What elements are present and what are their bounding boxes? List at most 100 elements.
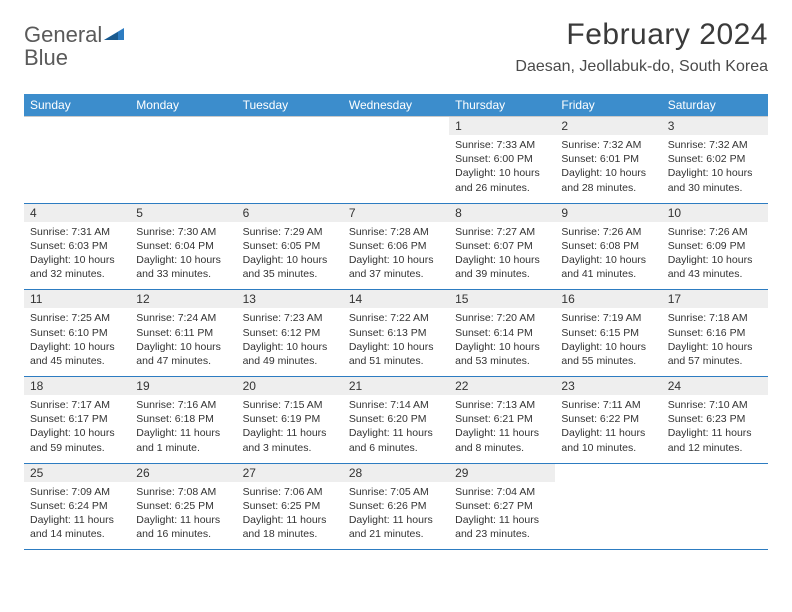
day-number-cell: 5 xyxy=(130,203,236,222)
day-header-row: Sunday Monday Tuesday Wednesday Thursday… xyxy=(24,94,768,117)
day-number-cell: 4 xyxy=(24,203,130,222)
day-number-cell: 26 xyxy=(130,463,236,482)
daynum-row: 18192021222324 xyxy=(24,377,768,396)
day-header: Saturday xyxy=(662,94,768,117)
sunrise-text: Sunrise: 7:16 AM xyxy=(136,398,230,412)
day-content-cell: Sunrise: 7:15 AMSunset: 6:19 PMDaylight:… xyxy=(237,395,343,463)
sunrise-text: Sunrise: 7:10 AM xyxy=(668,398,762,412)
sunset-text: Sunset: 6:27 PM xyxy=(455,499,549,513)
brand-triangle-icon xyxy=(104,24,124,45)
day-content-cell: Sunrise: 7:22 AMSunset: 6:13 PMDaylight:… xyxy=(343,308,449,376)
day-number-cell: 25 xyxy=(24,463,130,482)
sunrise-text: Sunrise: 7:33 AM xyxy=(455,138,549,152)
sunrise-text: Sunrise: 7:14 AM xyxy=(349,398,443,412)
daylight-text: Daylight: 11 hours and 12 minutes. xyxy=(668,426,762,454)
day-number-cell: 14 xyxy=(343,290,449,309)
sunset-text: Sunset: 6:25 PM xyxy=(136,499,230,513)
day-content-cell: Sunrise: 7:25 AMSunset: 6:10 PMDaylight:… xyxy=(24,308,130,376)
sunset-text: Sunset: 6:08 PM xyxy=(561,239,655,253)
daylight-text: Daylight: 10 hours and 39 minutes. xyxy=(455,253,549,281)
sunset-text: Sunset: 6:24 PM xyxy=(30,499,124,513)
sunset-text: Sunset: 6:16 PM xyxy=(668,326,762,340)
month-title: February 2024 xyxy=(515,18,768,52)
sunrise-text: Sunrise: 7:13 AM xyxy=(455,398,549,412)
sunset-text: Sunset: 6:04 PM xyxy=(136,239,230,253)
sunset-text: Sunset: 6:11 PM xyxy=(136,326,230,340)
daylight-text: Daylight: 11 hours and 6 minutes. xyxy=(349,426,443,454)
daylight-text: Daylight: 10 hours and 43 minutes. xyxy=(668,253,762,281)
day-number-cell: 28 xyxy=(343,463,449,482)
daylight-text: Daylight: 10 hours and 26 minutes. xyxy=(455,166,549,194)
day-content-row: Sunrise: 7:17 AMSunset: 6:17 PMDaylight:… xyxy=(24,395,768,463)
sunrise-text: Sunrise: 7:25 AM xyxy=(30,311,124,325)
day-number-cell: 22 xyxy=(449,377,555,396)
day-content-cell: Sunrise: 7:10 AMSunset: 6:23 PMDaylight:… xyxy=(662,395,768,463)
day-header: Sunday xyxy=(24,94,130,117)
day-header: Tuesday xyxy=(237,94,343,117)
sunrise-text: Sunrise: 7:31 AM xyxy=(30,225,124,239)
day-content-cell xyxy=(662,482,768,550)
sunrise-text: Sunrise: 7:32 AM xyxy=(668,138,762,152)
sunset-text: Sunset: 6:05 PM xyxy=(243,239,337,253)
brand-name-part2: Blue xyxy=(24,45,68,70)
day-content-cell: Sunrise: 7:13 AMSunset: 6:21 PMDaylight:… xyxy=(449,395,555,463)
day-content-cell: Sunrise: 7:08 AMSunset: 6:25 PMDaylight:… xyxy=(130,482,236,550)
title-block: February 2024 Daesan, Jeollabuk-do, Sout… xyxy=(515,18,768,76)
day-number-cell: 24 xyxy=(662,377,768,396)
week-separator xyxy=(24,549,768,550)
daynum-row: 45678910 xyxy=(24,203,768,222)
sunrise-text: Sunrise: 7:18 AM xyxy=(668,311,762,325)
sunrise-text: Sunrise: 7:30 AM xyxy=(136,225,230,239)
daylight-text: Daylight: 11 hours and 8 minutes. xyxy=(455,426,549,454)
day-header: Thursday xyxy=(449,94,555,117)
day-content-cell: Sunrise: 7:27 AMSunset: 6:07 PMDaylight:… xyxy=(449,222,555,290)
daylight-text: Daylight: 11 hours and 10 minutes. xyxy=(561,426,655,454)
day-content-row: Sunrise: 7:25 AMSunset: 6:10 PM Daylight:… xyxy=(24,308,768,376)
day-number-cell: 20 xyxy=(237,377,343,396)
day-content-cell: Sunrise: 7:24 AMSunset: 6:11 PMDaylight:… xyxy=(130,308,236,376)
daylight-text: Daylight: 11 hours and 23 minutes. xyxy=(455,513,549,541)
day-content-cell xyxy=(555,482,661,550)
sunrise-text: Sunrise: 7:11 AM xyxy=(561,398,655,412)
sunrise-text: Sunrise: 7:19 AM xyxy=(561,311,655,325)
daylight-text: Daylight: 10 hours and 59 minutes. xyxy=(30,426,124,454)
day-content-cell: Sunrise: 7:04 AMSunset: 6:27 PMDaylight:… xyxy=(449,482,555,550)
day-content-cell: Sunrise: 7:09 AMSunset: 6:24 PMDaylight:… xyxy=(24,482,130,550)
day-content-cell: Sunrise: 7:32 AMSunset: 6:01 PMDaylight:… xyxy=(555,135,661,203)
sunset-text: Sunset: 6:14 PM xyxy=(455,326,549,340)
sunrise-text: Sunrise: 7:08 AM xyxy=(136,485,230,499)
daylight-text: Daylight: 10 hours and 53 minutes. xyxy=(455,340,549,368)
sunset-text: Sunset: 6:15 PM xyxy=(561,326,655,340)
daylight-text: Daylight: 10 hours and 30 minutes. xyxy=(668,166,762,194)
day-number-cell: 7 xyxy=(343,203,449,222)
daylight-text: Daylight: 10 hours and 49 minutes. xyxy=(243,340,337,368)
sunset-text: Sunset: 6:25 PM xyxy=(243,499,337,513)
day-content-row: Sunrise: 7:09 AMSunset: 6:24 PMDaylight:… xyxy=(24,482,768,550)
sunrise-text: Sunrise: 7:28 AM xyxy=(349,225,443,239)
day-number-cell: 17 xyxy=(662,290,768,309)
sunset-text: Sunset: 6:07 PM xyxy=(455,239,549,253)
day-content-cell: Sunrise: 7:32 AMSunset: 6:02 PMDaylight:… xyxy=(662,135,768,203)
sunrise-text: Sunrise: 7:05 AM xyxy=(349,485,443,499)
day-number-cell: 10 xyxy=(662,203,768,222)
day-content-row: Sunrise: 7:31 AMSunset: 6:03 PMDaylight:… xyxy=(24,222,768,290)
day-number-cell xyxy=(237,117,343,136)
daylight-text: Daylight: 10 hours and 33 minutes. xyxy=(136,253,230,281)
day-content-cell xyxy=(343,135,449,203)
daylight-text: Daylight: 11 hours and 14 minutes. xyxy=(30,513,124,541)
daylight-text: Daylight: 11 hours and 18 minutes. xyxy=(243,513,337,541)
sunset-text: Sunset: 6:10 PM xyxy=(30,326,124,340)
brand-logo: General Blue xyxy=(24,18,124,70)
daynum-row: 11121314151617 xyxy=(24,290,768,309)
day-content-cell: Sunrise: 7:17 AMSunset: 6:17 PMDaylight:… xyxy=(24,395,130,463)
daynum-row: 123 xyxy=(24,117,768,136)
daylight-text: Daylight: 11 hours and 16 minutes. xyxy=(136,513,230,541)
sunset-text: Sunset: 6:22 PM xyxy=(561,412,655,426)
brand-name-part1: General xyxy=(24,22,102,47)
day-number-cell: 8 xyxy=(449,203,555,222)
daylight-text: Daylight: 10 hours and 35 minutes. xyxy=(243,253,337,281)
day-content-cell: Sunrise: 7:26 AMSunset: 6:09 PMDaylight:… xyxy=(662,222,768,290)
day-content-cell: Sunrise: 7:06 AMSunset: 6:25 PMDaylight:… xyxy=(237,482,343,550)
daylight-text: Daylight: 10 hours and 32 minutes. xyxy=(30,253,124,281)
sunset-text: Sunset: 6:23 PM xyxy=(668,412,762,426)
